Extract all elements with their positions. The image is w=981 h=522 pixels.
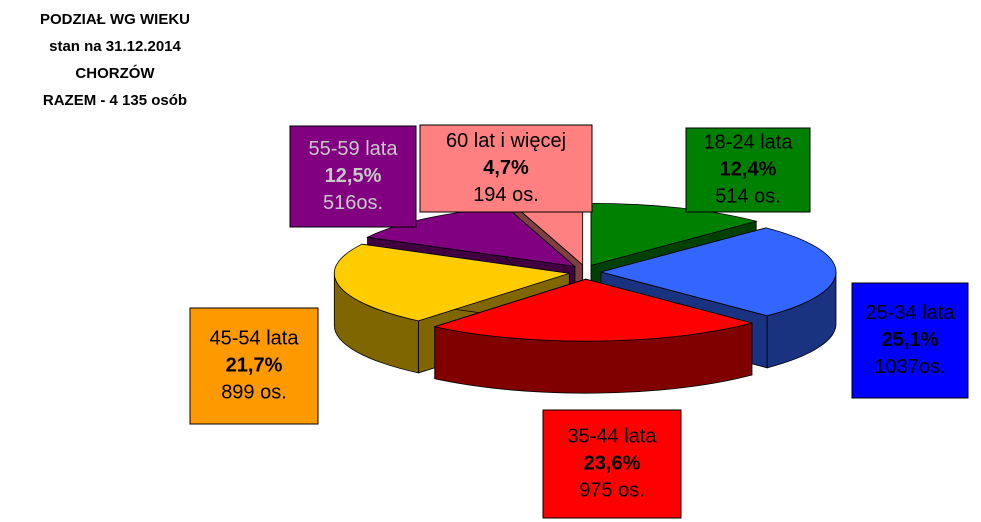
slice-top — [333, 243, 570, 322]
value-label: 21,7% — [226, 354, 283, 376]
slice-top — [599, 227, 837, 317]
title-line: CHORZÓW — [75, 64, 155, 82]
label-box — [851, 282, 969, 399]
labels: 18-24 lata 12,4% 514 os. 25-34 lata 25,1% 103… — [189, 124, 969, 519]
slice-top — [590, 202, 758, 266]
label-box — [289, 125, 417, 228]
count-label: 1037os. — [874, 356, 945, 378]
title-line: RAZEM - 4 135 osób — [43, 92, 187, 109]
category-label: 25-34 lata — [866, 302, 956, 324]
category-label: 55-59 lata — [309, 138, 399, 160]
label-box — [685, 127, 811, 213]
title: PODZIAŁ WG WIEKU stan na 31.12.2014 CHORZÓ… — [40, 11, 190, 109]
count-label: 899 os. — [221, 381, 287, 403]
slice — [433, 278, 754, 394]
pie — [333, 202, 837, 394]
label-box — [419, 124, 593, 213]
category-label: 60 lat i więcej — [446, 130, 566, 152]
category-label: 45-54 lata — [210, 327, 300, 349]
title-line: PODZIAŁ WG WIEKU — [40, 11, 190, 28]
slice-top — [433, 278, 754, 342]
count-label: 516os. — [323, 192, 383, 214]
title-line: stan na 31.12.2014 — [49, 38, 181, 55]
count-label: 514 os. — [715, 185, 781, 207]
value-label: 12,4% — [720, 158, 777, 180]
label-box — [189, 307, 319, 425]
value-label: 25,1% — [882, 329, 939, 351]
label-box — [542, 409, 682, 519]
count-label: 194 os. — [473, 184, 539, 206]
value-label: 4,7% — [483, 157, 529, 179]
value-label: 12,5% — [325, 165, 382, 187]
count-label: 975 os. — [579, 479, 645, 501]
category-label: 18-24 lata — [704, 131, 794, 153]
value-label: 23,6% — [584, 452, 641, 474]
category-label: 35-44 lata — [568, 425, 658, 447]
